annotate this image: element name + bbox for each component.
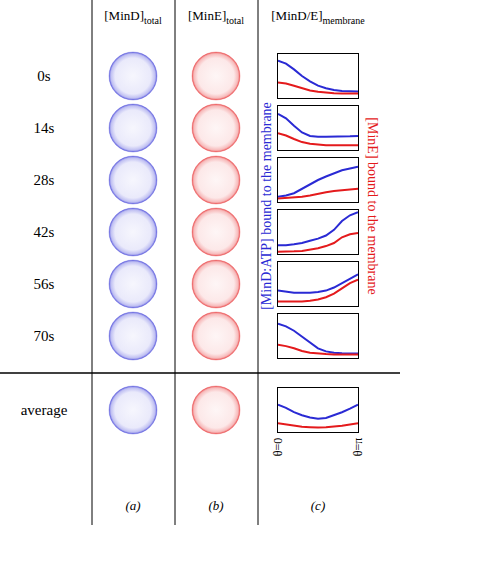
svg-text:0s: 0s	[37, 68, 51, 84]
svg-text:(c): (c)	[311, 498, 325, 513]
svg-text:[MinD]total: [MinD]total	[104, 8, 162, 26]
svg-text:42s: 42s	[34, 224, 55, 240]
svg-text:θ=π: θ=π	[351, 438, 365, 457]
svg-text:(b): (b)	[208, 498, 223, 513]
svg-text:56s: 56s	[34, 276, 55, 292]
svg-text:70s: 70s	[34, 328, 55, 344]
svg-text:θ=0: θ=0	[271, 438, 285, 457]
svg-text:[MinD:ATP] bound to the membra: [MinD:ATP] bound to the membrane	[259, 102, 274, 310]
svg-text:14s: 14s	[34, 120, 55, 136]
svg-text:average: average	[21, 402, 68, 418]
svg-text:[MinE] bound to the membrane: [MinE] bound to the membrane	[365, 117, 380, 294]
svg-text:[MinD/E]membrane: [MinD/E]membrane	[271, 8, 365, 26]
svg-text:(a): (a)	[125, 498, 140, 513]
svg-text:28s: 28s	[34, 172, 55, 188]
svg-text:[MinE]total: [MinE]total	[188, 8, 244, 26]
